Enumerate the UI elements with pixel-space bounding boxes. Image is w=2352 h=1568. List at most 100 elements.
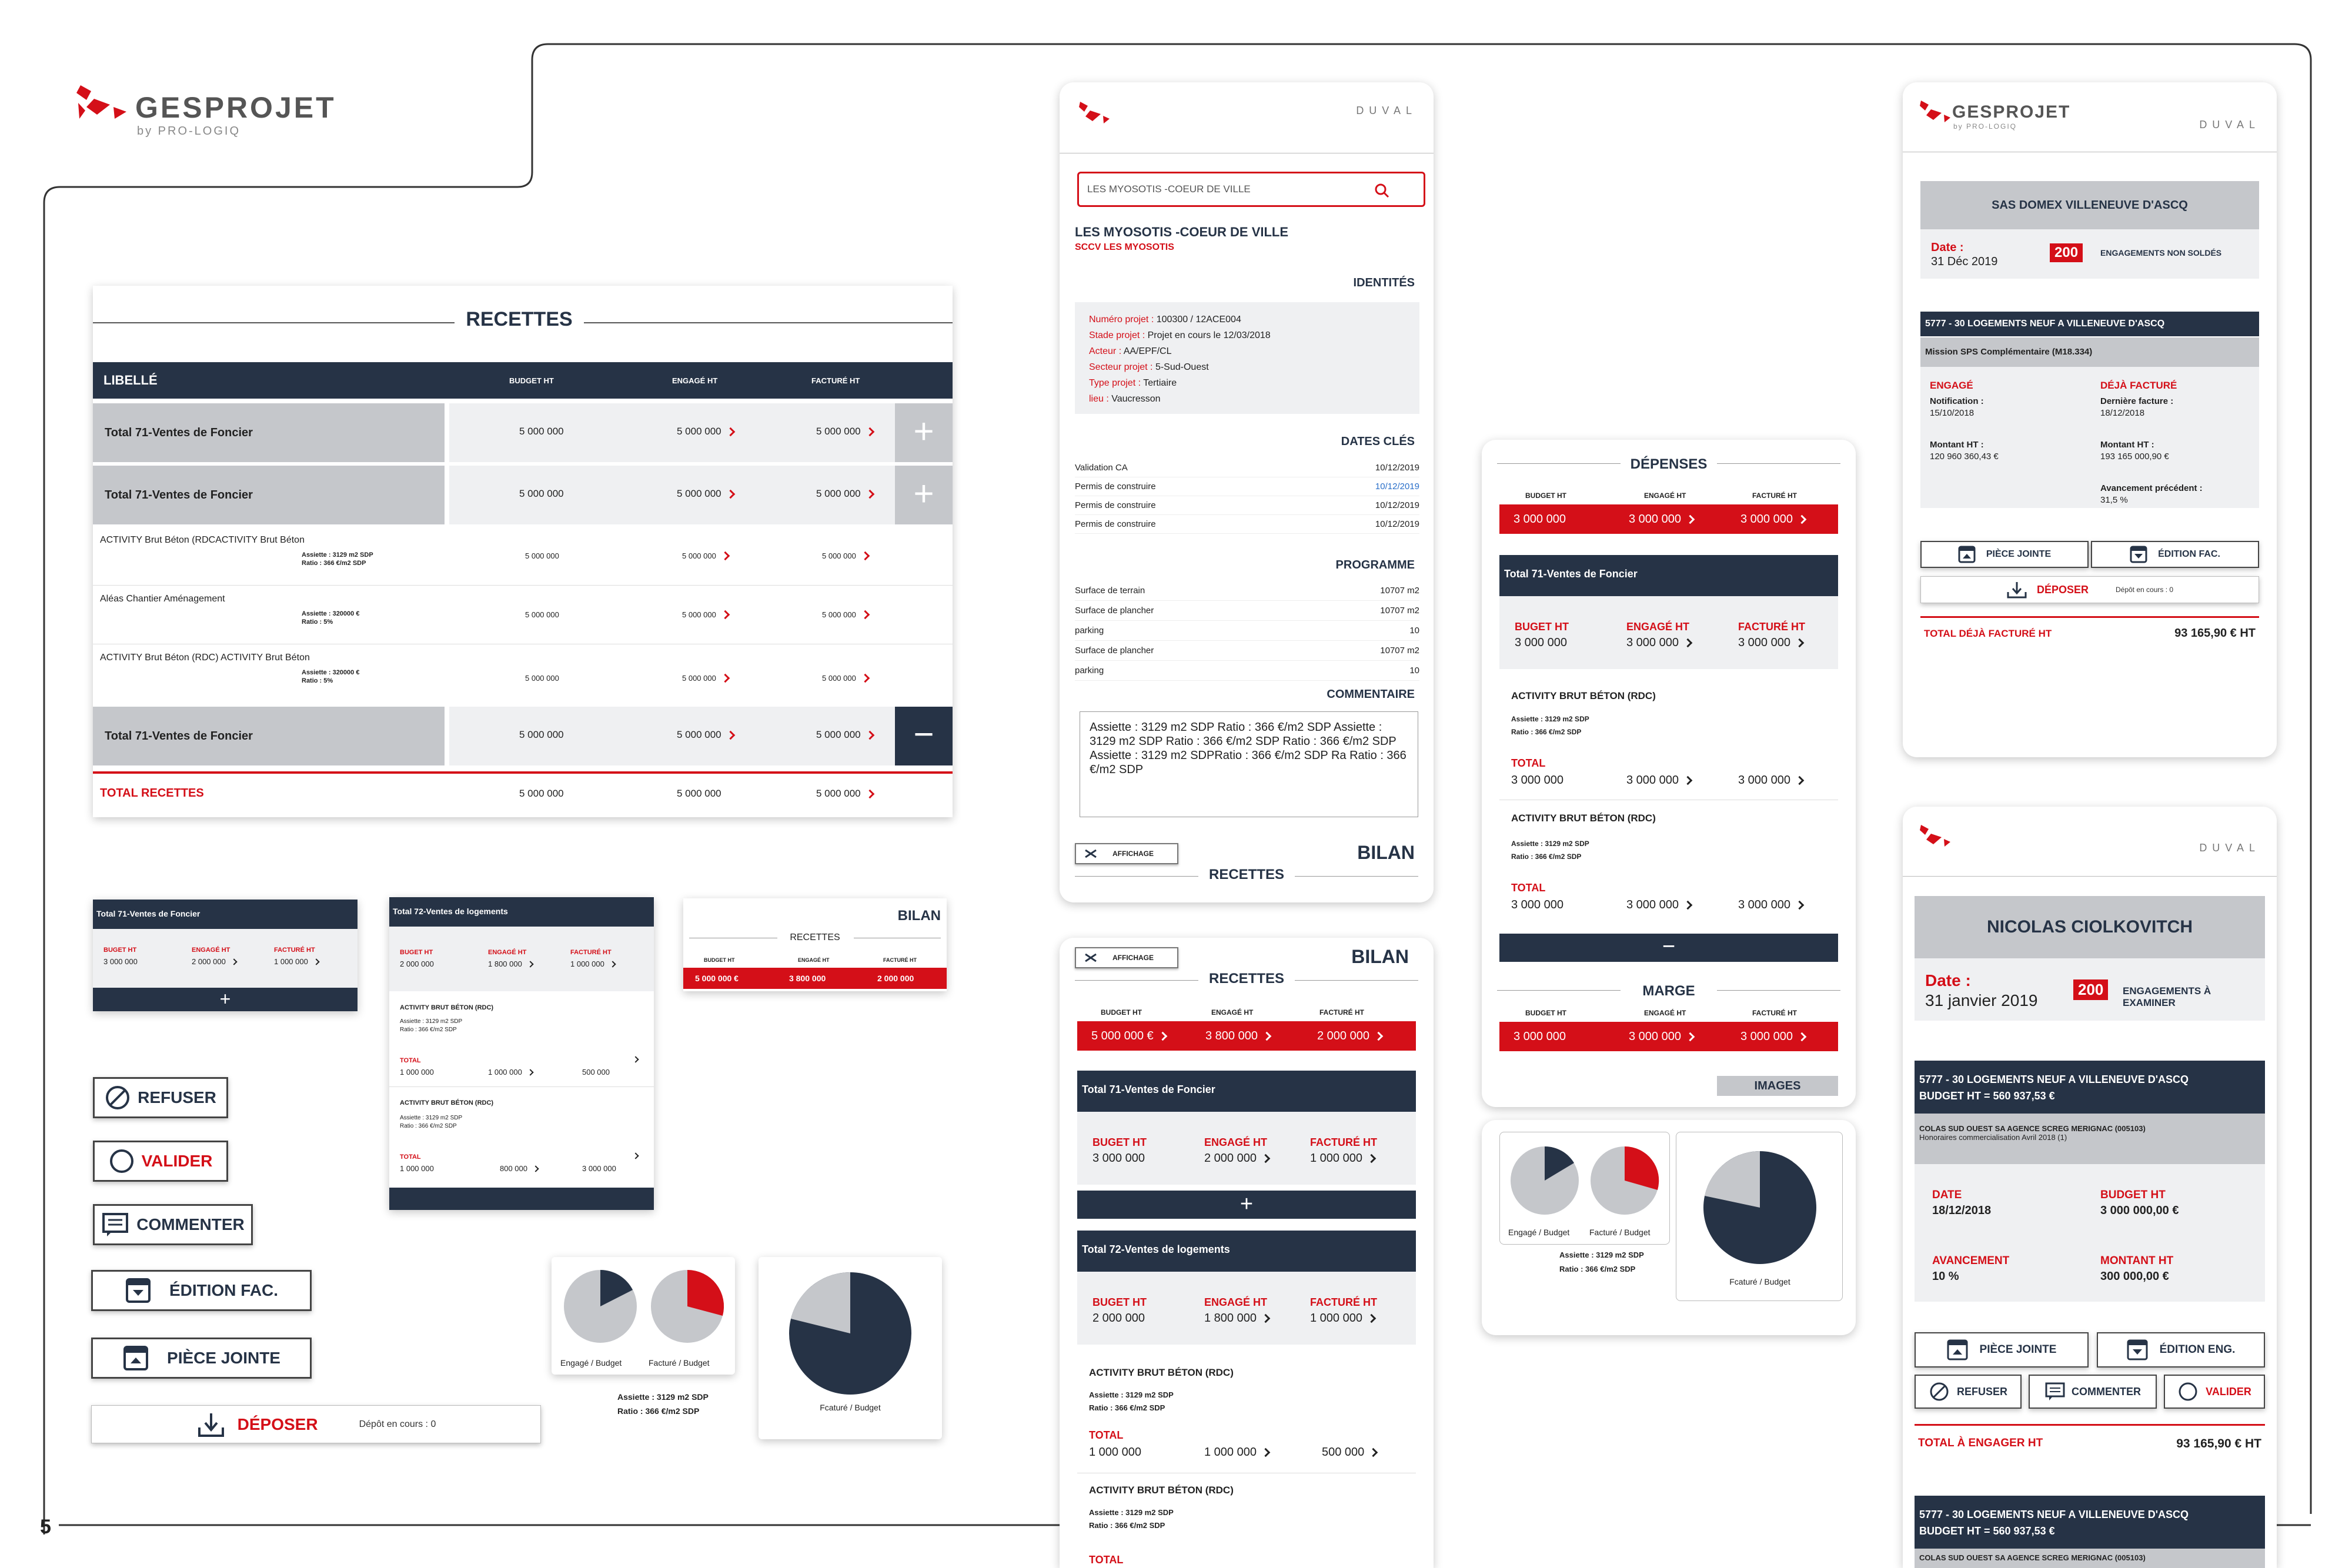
collapse-minus-icon[interactable]: − — [895, 707, 953, 765]
chevron-right-icon[interactable] — [865, 789, 874, 798]
expand-plus-icon[interactable]: + — [93, 988, 358, 1011]
chevron-right-icon[interactable] — [1685, 514, 1695, 524]
search-input[interactable]: LES MYOSOTIS -COEUR DE VILLE — [1077, 172, 1425, 207]
chevron-right-icon[interactable] — [1261, 1154, 1271, 1164]
activity-total-label: TOTAL — [400, 1057, 421, 1064]
valider-button[interactable]: VALIDER — [2164, 1375, 2265, 1409]
chevron-right-icon[interactable] — [1683, 775, 1693, 785]
valider-button[interactable]: VALIDER — [93, 1141, 228, 1182]
piece-jointe-button[interactable]: PIÈCE JOINTE — [1920, 541, 2089, 568]
deposer-button[interactable]: DÉPOSER Dépôt en cours : 0 — [91, 1405, 541, 1443]
chevron-right-icon[interactable] — [1261, 1313, 1271, 1323]
chevron-right-icon[interactable] — [313, 958, 320, 965]
montant-value: 193 165 000,90 € — [2100, 452, 2169, 462]
chevron-right-icon[interactable] — [865, 489, 874, 499]
value-budget: 2 000 000 — [1093, 1312, 1145, 1325]
commenter-button[interactable]: COMMENTER — [93, 1204, 253, 1245]
phone-pies-card: Engagé / Budget Facturé / Budget Assiett… — [1482, 1120, 1856, 1335]
chevron-right-icon[interactable] — [609, 960, 616, 968]
chevron-right-icon[interactable] — [726, 427, 735, 436]
chevron-right-icon[interactable] — [860, 610, 870, 620]
table-row[interactable]: Total 71-Ventes de Foncier 5 000 000 5 0… — [93, 403, 953, 462]
button-label: PIÈCE JOINTE — [1986, 549, 2052, 559]
recettes-table: RECETTES LIBELLÉ BUDGET HT ENGAGÉ HT FAC… — [93, 286, 953, 817]
table-row[interactable]: Total 71-Ventes de Foncier 5 000 000 5 0… — [93, 707, 953, 765]
mini-card-72[interactable]: Total 72-Ventes de logements BUGET HT EN… — [389, 897, 654, 1210]
download-box-icon — [2130, 546, 2147, 563]
mini-card-71[interactable]: Total 71-Ventes de Foncier BUGET HT ENGA… — [93, 900, 358, 1011]
chevron-right-icon[interactable] — [1261, 1447, 1271, 1457]
affichage-button[interactable]: AFFICHAGE — [1075, 947, 1178, 968]
refuser-button[interactable]: REFUSER — [93, 1077, 228, 1118]
piece-jointe-button[interactable]: PIÈCE JOINTE — [91, 1338, 312, 1379]
chevron-right-icon[interactable] — [632, 1056, 639, 1063]
chevron-right-icon[interactable] — [230, 958, 238, 965]
deposer-button[interactable]: DÉPOSER Dépôt en cours : 0 — [1920, 576, 2259, 603]
marge-totals-bar[interactable]: 3 000 000 3 000 000 3 000 000 — [1499, 1022, 1838, 1051]
group-title[interactable]: Total 72-Ventes de logements — [1077, 1231, 1416, 1272]
list-item: Permis de construire 10/12/2019 — [1075, 496, 1419, 515]
bilan-totals-bar[interactable]: 5 000 000 € 3 800 000 2 000 000 — [1077, 1021, 1416, 1051]
chevron-right-icon[interactable] — [726, 730, 735, 740]
chevron-right-icon[interactable] — [1374, 1031, 1384, 1041]
chevron-right-icon[interactable] — [720, 610, 730, 620]
label-budget: BUDGET HT — [704, 957, 735, 963]
edition-eng-button[interactable]: ÉDITION ENG. — [2097, 1332, 2265, 1368]
group-title[interactable]: Total 71-Ventes de Foncier — [1077, 1071, 1416, 1112]
item-label: Surface de terrain — [1075, 586, 1145, 596]
edition-fac-button[interactable]: ÉDITION FAC. — [91, 1270, 312, 1311]
chevron-right-icon[interactable] — [1795, 638, 1805, 648]
identity-row: Type projet : Tertiaire — [1089, 375, 1405, 391]
expand-plus-icon[interactable]: + — [895, 466, 953, 524]
chevron-right-icon[interactable] — [1367, 1154, 1377, 1164]
affichage-button[interactable]: AFFICHAGE — [1075, 843, 1178, 864]
piece-jointe-button[interactable]: PIÈCE JOINTE — [1915, 1332, 2089, 1368]
chevron-right-icon[interactable] — [726, 489, 735, 499]
chevron-right-icon[interactable] — [1685, 1032, 1695, 1042]
chevron-right-icon[interactable] — [720, 673, 730, 683]
chevron-right-icon[interactable] — [1369, 1447, 1378, 1457]
expand-plus-icon[interactable]: + — [1077, 1191, 1416, 1219]
project-header[interactable]: 5777 - 30 LOGEMENTS NEUF A VILLENEUVE D'… — [1920, 312, 2259, 336]
page-number: 5 — [40, 1516, 51, 1538]
project-header[interactable]: 5777 - 30 LOGEMENTS NEUF A VILLENEUVE D'… — [1915, 1061, 2265, 1114]
table-row[interactable]: ACTIVITY Brut Béton (RDCACTIVITY Brut Bé… — [93, 527, 953, 586]
chevron-right-icon[interactable] — [527, 960, 534, 968]
edition-fac-button[interactable]: ÉDITION FAC. — [2091, 541, 2259, 568]
chevron-right-icon[interactable] — [860, 673, 870, 683]
chevron-right-icon[interactable] — [1797, 1032, 1807, 1042]
chevron-right-icon[interactable] — [1262, 1031, 1272, 1041]
activity-budget: 1 000 000 — [1089, 1446, 1141, 1459]
project-header[interactable]: 5777 - 30 LOGEMENTS NEUF A VILLENEUVE D'… — [1915, 1496, 2265, 1549]
chevron-right-icon[interactable] — [1367, 1313, 1377, 1323]
identity-key: lieu : — [1089, 394, 1112, 404]
collapse-minus-icon[interactable]: − — [1499, 934, 1838, 962]
comment-textarea[interactable]: Assiette : 3129 m2 SDP Ratio : 366 €/m2 … — [1080, 711, 1418, 817]
table-row[interactable]: Total 71-Ventes de Foncier 5 000 000 5 0… — [93, 466, 953, 524]
row-label: Total 71-Ventes de Foncier — [105, 729, 253, 743]
search-icon[interactable] — [1374, 183, 1389, 198]
table-row[interactable]: ACTIVITY Brut Béton (RDC) ACTIVITY Brut … — [93, 644, 953, 703]
commenter-button[interactable]: COMMENTER — [2029, 1375, 2157, 1409]
chevron-right-icon[interactable] — [720, 551, 730, 561]
chevron-right-icon[interactable] — [865, 730, 874, 740]
expand-plus-icon[interactable]: + — [895, 403, 953, 462]
images-tab[interactable]: IMAGES — [1717, 1076, 1838, 1096]
chevron-right-icon[interactable] — [1795, 775, 1805, 785]
chevron-right-icon[interactable] — [865, 427, 874, 436]
chevron-right-icon[interactable] — [632, 1152, 639, 1159]
chevron-right-icon[interactable] — [1797, 514, 1807, 524]
chevron-right-icon[interactable] — [1683, 900, 1693, 910]
depenses-totals-bar[interactable]: 3 000 000 3 000 000 3 000 000 — [1499, 504, 1838, 534]
chevron-right-icon[interactable] — [860, 551, 870, 561]
group-title[interactable]: Total 71-Ventes de Foncier — [1499, 555, 1838, 596]
chevron-right-icon[interactable] — [527, 1068, 534, 1076]
table-row[interactable]: Aléas Chantier Aménagement Assiette : 32… — [93, 586, 953, 644]
label-engage: ENGAGÉ HT — [1204, 1136, 1268, 1148]
chevron-right-icon[interactable] — [1158, 1031, 1167, 1041]
chevron-right-icon[interactable] — [532, 1165, 539, 1172]
chevron-right-icon[interactable] — [1795, 900, 1805, 910]
chevron-right-icon[interactable] — [1683, 638, 1693, 648]
refuser-button[interactable]: REFUSER — [1915, 1375, 2022, 1409]
activity-assiette: Assiette : 3129 m2 SDP — [1089, 1390, 1174, 1399]
